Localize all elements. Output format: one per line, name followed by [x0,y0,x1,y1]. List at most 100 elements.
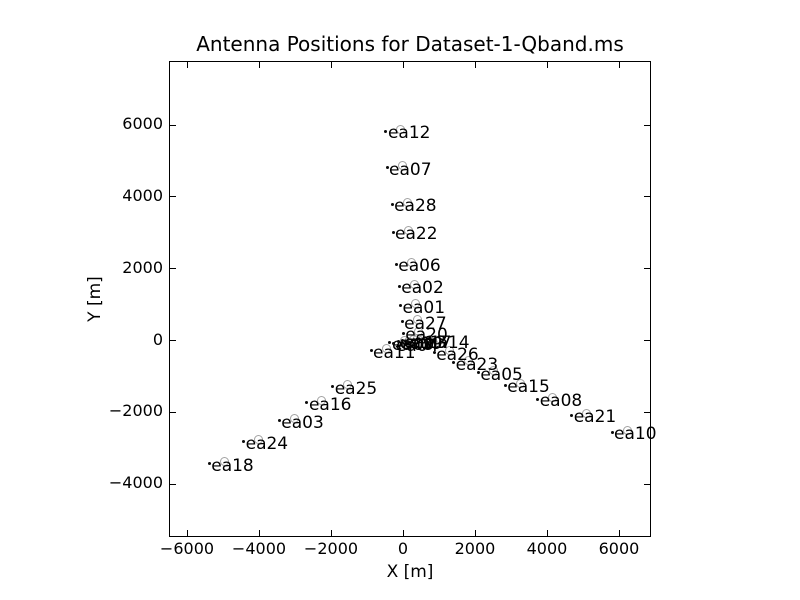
antenna-label-ea05: ea05 [480,364,523,385]
antenna-label-ea07: ea07 [389,159,432,180]
antenna-label-ea15: ea15 [507,377,550,398]
antenna-point-ea11 [369,349,373,353]
antenna-label-ea06: ea06 [398,256,441,277]
antenna-point-ea22 [391,230,395,234]
antenna-label-ea28: ea28 [394,196,437,217]
antenna-marker-circle-ea18 [219,457,229,467]
antenna-point-ea19 [396,340,400,344]
antenna-label-ea21: ea21 [573,407,617,428]
antenna-marker-circle-ea11 [381,344,391,354]
x-tick-label: 0 [397,539,409,558]
antenna-label-ea08: ea08 [539,391,583,412]
antenna-point-ea24 [242,440,246,444]
antenna-point-ea04 [392,342,396,346]
antenna-point-ea25 [331,385,335,389]
antenna-marker-circle-ea28 [402,197,412,207]
antenna-label-ea27: ea27 [404,313,447,334]
antenna-point-ea08 [536,397,540,401]
x-tick-mark [403,530,405,536]
antenna-point-ea23 [452,361,456,365]
antenna-point-ea18 [207,462,211,466]
x-tick-mark-top [475,62,477,68]
x-tick-mark-top [403,62,405,68]
antenna-point-ea09 [388,341,392,345]
antenna-point-ea16 [305,401,309,405]
y-tick-label: 0 [152,329,163,349]
x-tick-mark-top [331,62,333,68]
x-tick-mark [619,530,621,536]
antenna-marker-circle-ea19 [408,335,418,345]
antenna-label-ea10: ea10 [614,424,657,445]
x-tick-label: −2000 [303,539,359,558]
antenna-point-ea17 [405,339,409,343]
x-tick-mark-top [547,62,549,68]
antenna-point-ea10 [610,430,614,434]
antenna-label-ea12: ea12 [387,123,431,144]
x-tick-mark [187,530,189,536]
x-axis-label: X [m] [386,562,434,582]
antenna-point-ea14 [423,339,427,343]
y-tick-mark [170,483,176,485]
antenna-marker-circle-ea07 [397,161,407,171]
antenna-point-ea03 [277,419,281,423]
antenna-label-ea17: ea17 [409,333,452,354]
antenna-point-ea07 [385,166,389,170]
antenna-marker-circle-ea22 [403,225,413,235]
antenna-point-ea05 [476,371,480,375]
antenna-label-ea01: ea01 [402,297,446,318]
y-tick-mark-right [644,268,650,270]
antenna-marker-circle-ea24 [254,435,264,445]
antenna-label-ea02: ea02 [401,278,444,298]
antenna-marker-circle-ea12 [396,124,406,134]
antenna-point-ea20 [401,331,405,335]
x-tick-mark [259,530,261,536]
antenna-point-ea01 [399,304,403,308]
plot-area: ea01 ea02 ea03 ea04 ea05 ea06 ea07 ea08 ea09 ea10… [169,61,657,537]
antenna-marker-circle-ea16 [317,396,327,406]
x-tick-mark [475,530,477,536]
x-tick-mark [331,530,333,536]
antenna-marker-circle-ea02 [409,279,419,289]
antenna-point-ea06 [394,262,398,266]
antenna-label-ea14: ea14 [427,333,470,354]
x-tick-label: 2000 [454,539,496,558]
antenna-label-ea20: ea20 [405,325,448,346]
antenna-label-ea16: ea16 [308,394,352,415]
plot-title: Antenna Positions for Dataset-1-Qband.ms [196,32,624,56]
antenna-point-ea28 [390,202,394,206]
x-tick-label: 6000 [598,539,640,558]
antenna-marker-circle-ea06 [406,257,416,267]
antenna-label-ea22: ea22 [395,224,438,245]
antenna-point-ea27 [400,320,404,324]
antenna-marker-circle-ea10 [622,425,632,435]
antenna-label-ea23: ea23 [455,354,499,375]
y-tick-mark-right [644,196,650,198]
y-tick-label: 4000 [122,185,163,205]
y-tick-mark [170,196,176,198]
antenna-marker-circle-ea27 [412,315,422,325]
y-tick-mark [170,268,176,270]
y-tick-label: 2000 [122,257,163,277]
antenna-point-ea02 [397,284,401,288]
antenna-marker-circle-ea05 [488,366,498,376]
x-tick-mark-top [619,62,621,68]
antenna-point-ea12 [384,129,388,133]
y-tick-mark-right [644,124,650,126]
y-axis-label: Y [m] [85,276,105,322]
antenna-point-ea21 [570,413,574,417]
x-tick-label: −4000 [231,539,287,558]
antenna-marker-circle-ea23 [464,356,474,366]
antenna-label-ea19: ea19 [400,333,443,354]
antenna-marker-circle-ea03 [289,414,299,424]
x-tick-mark-top [259,62,261,68]
antenna-marker-circle-ea25 [343,380,353,390]
x-tick-label: −6000 [159,539,215,558]
antenna-marker-circle-ea21 [582,408,592,418]
x-tick-label: 4000 [526,539,568,558]
antenna-marker-circle-ea20 [413,326,423,336]
y-tick-label: −4000 [108,473,163,493]
antenna-point-ea13 [400,339,404,343]
antenna-label-ea25: ea25 [334,378,378,399]
antenna-marker-circle-ea08 [548,392,558,402]
